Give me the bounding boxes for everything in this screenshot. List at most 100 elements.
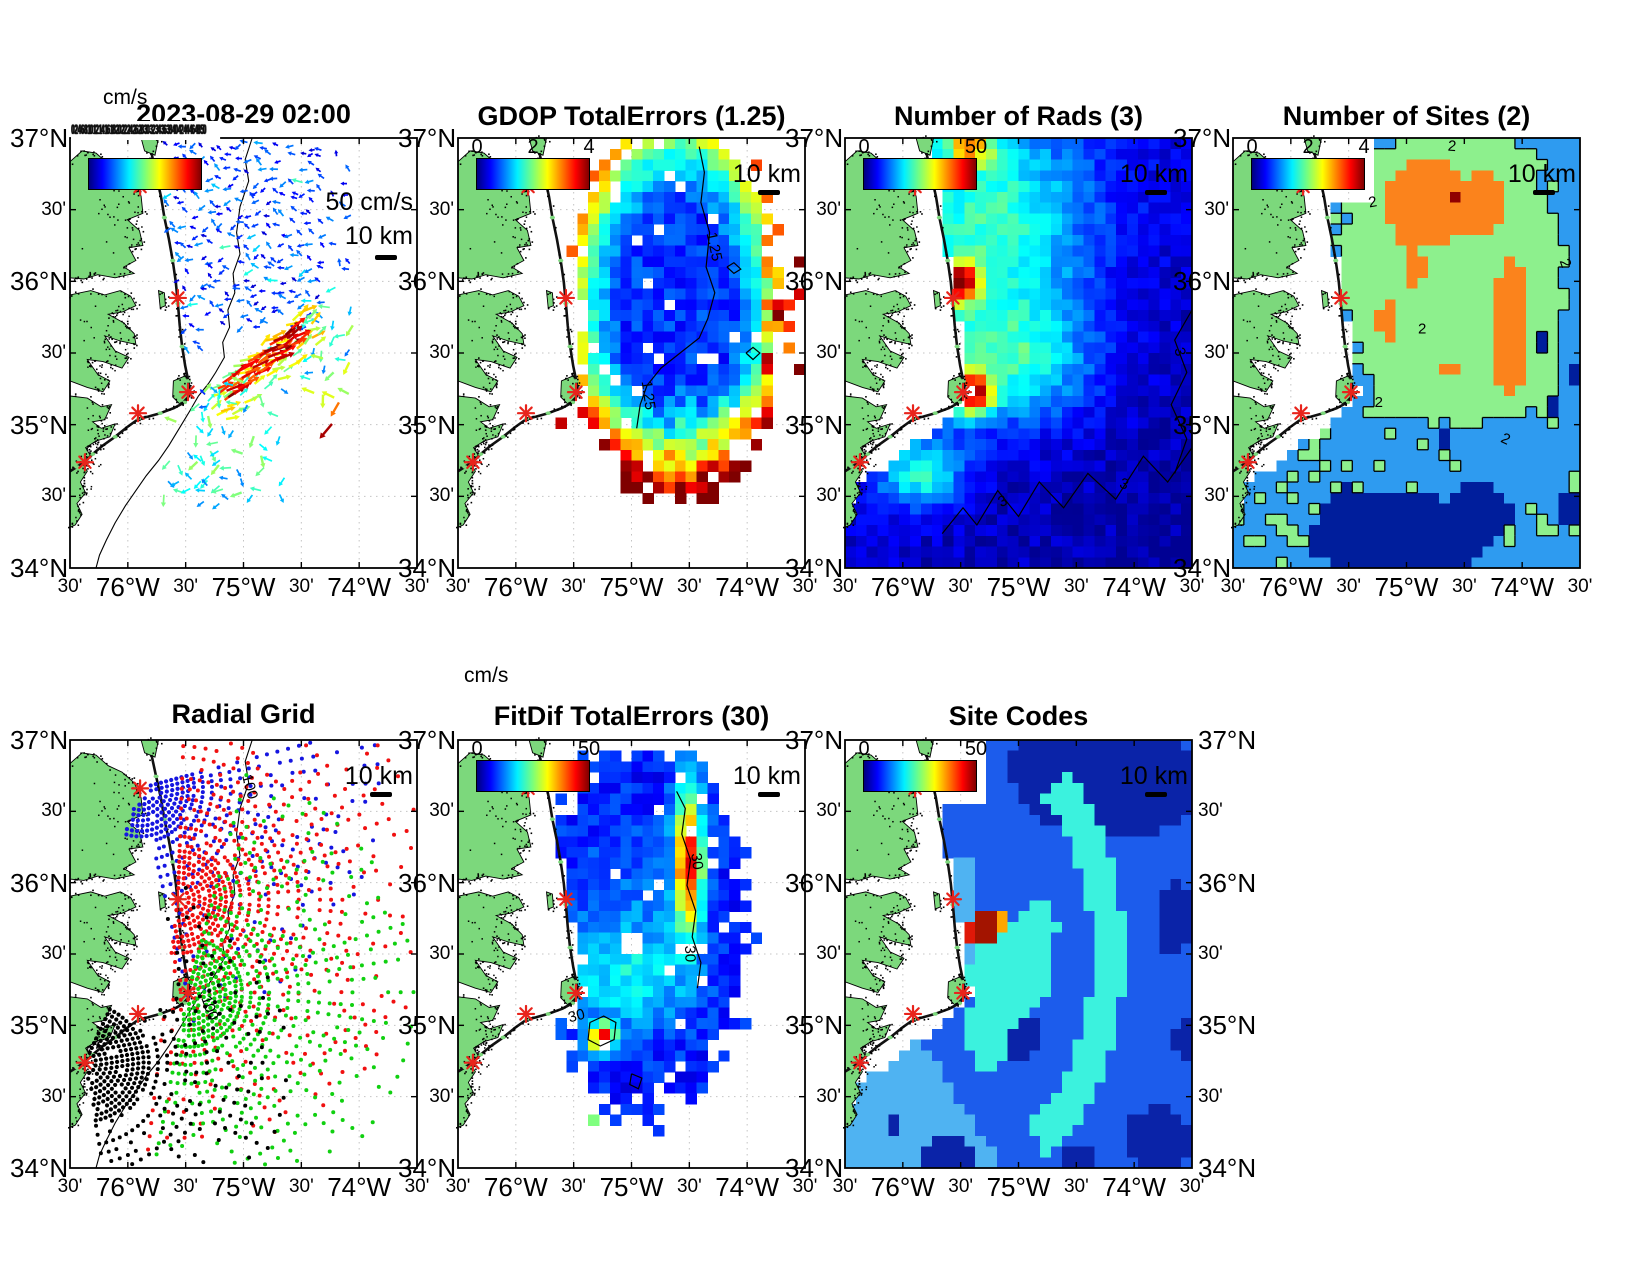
lat-tick-label: 30' [816,943,841,964]
lon-tick-label: 30' [173,1176,199,1197]
colorbar-number-of-rads: 0 50 [858,136,987,190]
lon-tick-label: 74°W [715,572,780,602]
radar-site-markers [75,779,198,1072]
lat-tick-label: 30' [41,1085,66,1107]
frame [457,137,806,569]
colorbar-tick: 0 [471,738,483,760]
lat-tick-label: 30' [816,342,841,363]
colorbar-tick: 4 [1358,136,1370,158]
gdop-heatmap-cells [555,138,806,505]
lat-tick-label: 30' [41,800,66,822]
colorbar-tick-smudge: 0 2 4 6 8 10 12 14 16 18 20 22 24 26 28 … [71,121,221,140]
scale-label-km: 10 km [1119,160,1188,188]
lat-tick-label: 35°N [785,1010,844,1041]
map-panel-6 [843,737,1193,1169]
colorbar-tick: 0 [1246,136,1258,158]
sites-contour [1233,138,1580,568]
lon-tick-label: 30' [561,1176,587,1197]
lon-tick-label: 76°W [95,572,160,602]
radar-site-markers [1238,177,1361,472]
lon-tick-label: 30' [1063,1176,1089,1197]
colorbar-tick: 0 [858,738,870,760]
scale-label-km: 10 km [1507,160,1576,188]
colorbar-tick: 4 [583,136,595,158]
lat-tick-label: 37°N [10,123,69,153]
units-label-fitdif: cm/s [464,664,509,687]
lat-tick-label: 30' [429,342,454,363]
colorbar-site-codes: 0 50 [858,738,987,792]
lon-tick-label: 76°W [870,1172,935,1202]
scale-bar [375,255,397,260]
lat-tick-label: 30' [816,800,841,822]
scale-label-km: 10 km [1119,762,1188,790]
lat-tick-label: 30' [41,198,66,220]
lat-tick-label: 35°N [785,409,844,440]
colorbar-fitdif: 0 50 [471,738,600,792]
frame [844,739,1193,1169]
lon-tick-label: 30' [1063,576,1089,597]
lat-tick-label: 34°N [1198,1153,1257,1183]
scale-label-speed: 50 cm/s [325,188,413,216]
lon-tick-label: 74°W [327,1172,392,1202]
lat-tick-label: 30' [1204,342,1229,363]
lat-tick-label: 30' [429,198,454,220]
site-codes-cells [845,740,1193,1169]
contour-lines: 1.25 1.25 [636,146,761,429]
colorbar-tick: 2 [527,136,539,158]
panel-title-number-of-sites: Number of Sites (2) [1282,101,1531,131]
coast-stipple [456,737,583,1129]
lat-tick-label: 35°N [398,1010,457,1041]
lon-tick-label: 75°W [599,1172,664,1202]
lon-tick-label: 30' [676,576,702,597]
colorbar-tick: 50 [964,738,988,760]
lat-tick-label: 36°N [10,266,69,297]
lat-tick-label: 30' [41,943,66,964]
land [69,739,192,1128]
scale-bar [1145,792,1167,797]
lat-tick-label: 37°N [398,725,457,755]
number-of-sites-cells [1233,138,1581,569]
lon-tick-label: 30' [288,1176,314,1197]
lat-tick-label: 35°N [10,1010,69,1041]
radial-grids [86,740,416,1167]
lat-tick-label: 37°N [398,123,457,153]
lat-tick-label: 34°N [1173,553,1232,583]
lat-tick-label: 36°N [10,867,69,898]
lon-tick-label: 30' [676,1176,702,1197]
colorbar-tick: 0 [471,136,483,158]
lat-tick-label: 37°N [785,123,844,153]
scale-label-km: 10 km [344,762,413,790]
scale-label-km: 10 km [344,222,413,250]
colorbar-tick: 0 [858,136,870,158]
lon-tick-label: 30' [1220,576,1246,597]
lat-tick-label: 30' [1198,800,1223,822]
lat-tick-label: 30' [41,485,66,507]
lat-tick-label: 30' [1198,943,1223,964]
frame [844,137,1193,569]
lon-tick-label: 30' [57,576,83,597]
lat-tick-label: 37°N [1198,725,1257,755]
lon-tick-label: 30' [1179,1176,1205,1197]
lon-tick-label: 30' [832,576,858,597]
scale-bar [1533,190,1555,195]
lat-tick-label: 37°N [1173,123,1232,153]
lon-tick-label: 30' [948,576,974,597]
lon-tick-label: 30' [173,576,199,597]
lat-tick-label: 35°N [398,409,457,440]
lon-tick-label: 74°W [1102,1172,1167,1202]
lon-tick-label: 30' [404,576,430,597]
lon-tick-label: 30' [57,1176,83,1197]
lat-tick-label: 30' [1198,1085,1223,1107]
lon-tick-label: 30' [404,1176,430,1197]
colorbar-tick: 2 [1302,136,1314,158]
lat-tick-label: 35°N [1198,1010,1257,1041]
lon-tick-label: 30' [288,576,314,597]
lon-tick-label: 30' [792,576,818,597]
map-panel-1: 1.25 1.25 [456,135,806,569]
lat-tick-label: 35°N [10,409,69,440]
lat-tick-label: 30' [1204,485,1229,507]
frame [457,739,806,1169]
